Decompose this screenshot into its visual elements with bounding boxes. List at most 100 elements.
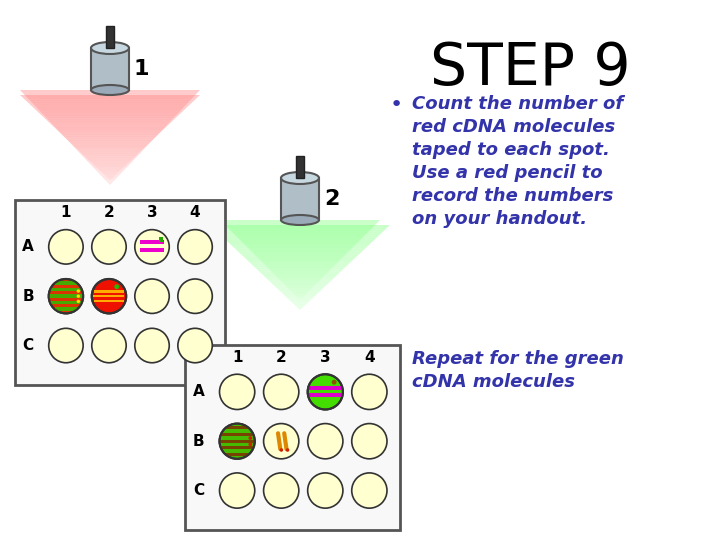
Polygon shape — [223, 238, 377, 240]
Polygon shape — [287, 297, 313, 299]
Circle shape — [264, 423, 299, 459]
Polygon shape — [45, 116, 175, 118]
Circle shape — [352, 374, 387, 409]
Polygon shape — [24, 99, 196, 102]
Polygon shape — [288, 288, 312, 290]
Circle shape — [286, 448, 289, 452]
Bar — [55, 307, 77, 311]
Polygon shape — [106, 180, 114, 183]
Text: 3: 3 — [147, 205, 158, 220]
Polygon shape — [289, 299, 311, 301]
Polygon shape — [296, 296, 304, 298]
Polygon shape — [246, 259, 354, 261]
Text: 4: 4 — [190, 205, 200, 220]
Polygon shape — [293, 303, 307, 306]
Bar — [220, 440, 254, 443]
Text: B: B — [193, 434, 204, 449]
Polygon shape — [292, 292, 308, 294]
Bar — [309, 393, 342, 397]
Polygon shape — [228, 228, 372, 230]
Polygon shape — [217, 231, 383, 233]
Circle shape — [264, 473, 299, 508]
Bar — [106, 26, 114, 48]
Polygon shape — [270, 270, 330, 272]
Polygon shape — [76, 148, 144, 150]
Circle shape — [307, 473, 343, 508]
Polygon shape — [49, 121, 171, 123]
Polygon shape — [52, 123, 168, 126]
Ellipse shape — [281, 215, 319, 225]
Polygon shape — [103, 174, 117, 176]
Bar — [281, 178, 319, 220]
Polygon shape — [56, 128, 164, 130]
Polygon shape — [40, 111, 180, 114]
Polygon shape — [54, 126, 166, 128]
Bar — [94, 291, 124, 293]
Circle shape — [220, 423, 255, 459]
Bar — [158, 237, 163, 242]
Circle shape — [248, 436, 252, 440]
Circle shape — [352, 473, 387, 508]
Polygon shape — [246, 246, 354, 248]
Bar — [309, 386, 341, 390]
Circle shape — [352, 423, 387, 459]
Bar — [222, 433, 253, 436]
Polygon shape — [22, 92, 198, 94]
Polygon shape — [70, 142, 150, 145]
Text: A: A — [22, 239, 34, 254]
Polygon shape — [273, 285, 327, 287]
Circle shape — [135, 230, 169, 264]
Polygon shape — [238, 238, 362, 240]
Polygon shape — [269, 280, 331, 282]
Polygon shape — [92, 166, 128, 168]
Polygon shape — [85, 159, 135, 161]
Circle shape — [248, 442, 252, 447]
Text: Count the number of
red cDNA molecules
taped to each spot.
Use a red pencil to
r: Count the number of red cDNA molecules t… — [412, 95, 624, 227]
Circle shape — [264, 374, 299, 409]
Polygon shape — [221, 235, 379, 238]
Polygon shape — [248, 248, 352, 250]
Circle shape — [114, 285, 119, 289]
Circle shape — [49, 279, 83, 313]
Polygon shape — [108, 178, 112, 180]
Text: C: C — [193, 483, 204, 498]
Polygon shape — [278, 278, 322, 280]
Text: 2: 2 — [276, 350, 287, 364]
Polygon shape — [54, 127, 166, 129]
Text: STEP 9: STEP 9 — [430, 40, 631, 97]
Polygon shape — [275, 287, 325, 289]
Circle shape — [76, 289, 80, 293]
Polygon shape — [248, 261, 352, 263]
Text: 1: 1 — [134, 59, 150, 79]
Polygon shape — [264, 264, 336, 266]
Polygon shape — [258, 258, 342, 260]
Circle shape — [178, 328, 212, 363]
Polygon shape — [42, 116, 178, 118]
Polygon shape — [226, 240, 374, 242]
Polygon shape — [274, 274, 326, 276]
Text: •: • — [390, 350, 403, 370]
Polygon shape — [40, 114, 180, 116]
Polygon shape — [284, 284, 316, 286]
Polygon shape — [88, 161, 132, 164]
Polygon shape — [85, 157, 135, 159]
Polygon shape — [236, 236, 364, 238]
Polygon shape — [36, 106, 184, 109]
Circle shape — [220, 374, 255, 409]
Polygon shape — [298, 308, 302, 310]
Polygon shape — [268, 268, 332, 270]
Polygon shape — [264, 276, 336, 278]
Polygon shape — [70, 141, 150, 144]
Circle shape — [91, 328, 126, 363]
Bar — [296, 156, 304, 178]
Text: 2: 2 — [104, 205, 114, 220]
Text: •: • — [390, 95, 403, 115]
Polygon shape — [60, 133, 160, 135]
Polygon shape — [222, 222, 378, 224]
Polygon shape — [58, 131, 162, 133]
Polygon shape — [65, 138, 155, 140]
Bar — [140, 248, 164, 252]
Text: B: B — [22, 289, 34, 303]
Polygon shape — [250, 250, 350, 252]
Bar — [50, 288, 81, 291]
